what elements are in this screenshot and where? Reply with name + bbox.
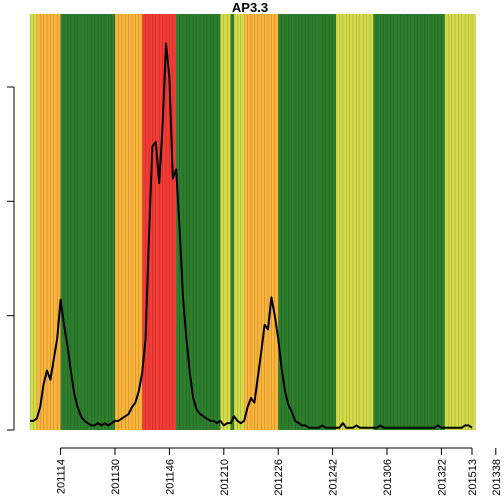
band-low [336,14,374,430]
band-low [220,14,231,430]
x-tick-label: 201322 [436,459,448,496]
band-low [234,14,245,430]
band-moderate [115,14,143,430]
background-bands [30,14,476,430]
series-layer [30,42,473,429]
band-high [373,14,445,430]
band-high [176,14,221,430]
band-high [278,14,336,430]
week-stripes [29,14,476,430]
band-high [230,14,234,430]
x-tick-label: 201210 [219,459,231,496]
x-axis: 201114 201130 201146 201210 201226 201242 2013… [56,447,503,496]
x-tick-label: 201306 [382,459,394,496]
x-tick-label: 201146 [164,459,176,495]
chart-title: AP3.3 [232,0,268,15]
band-moderate [36,14,61,430]
x-tick-label: 201338 [491,459,503,496]
x-tick-label: 201513 [467,459,479,496]
y-axis [7,86,15,431]
x-tick-label: 201226 [273,459,285,496]
series-line [30,42,473,429]
x-tick-label: 201242 [328,459,340,496]
x-tick-label: 201114 [56,459,68,494]
x-tick-label: 201130 [110,459,122,495]
band-moderate [244,14,279,430]
band-low [444,14,476,430]
band-low [30,14,37,430]
